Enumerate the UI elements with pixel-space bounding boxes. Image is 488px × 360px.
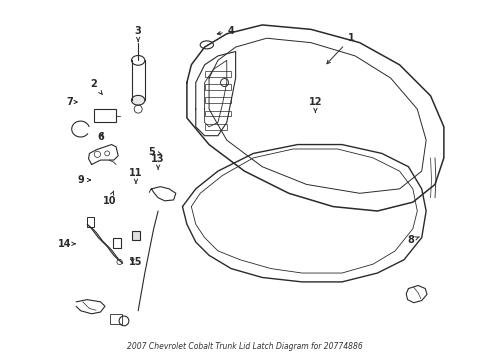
Text: 2: 2 (90, 79, 102, 94)
Bar (131, 230, 140, 240)
Ellipse shape (131, 95, 144, 105)
Text: 7: 7 (66, 97, 77, 107)
Text: 3: 3 (135, 26, 141, 42)
Bar (204, 124, 226, 130)
Text: 13: 13 (151, 154, 164, 169)
Text: 2007 Chevrolet Cobalt Trunk Lid Latch Diagram for 20774886: 2007 Chevrolet Cobalt Trunk Lid Latch Di… (126, 342, 362, 351)
Text: 8: 8 (407, 235, 419, 245)
Text: 6: 6 (97, 132, 103, 143)
Bar (204, 71, 231, 77)
Text: 5: 5 (148, 147, 161, 157)
Bar (113, 238, 121, 248)
Bar (204, 111, 231, 116)
Text: 1: 1 (326, 33, 353, 64)
Text: 9: 9 (77, 175, 90, 185)
Text: 11: 11 (129, 168, 142, 184)
Bar (204, 97, 231, 103)
Bar (94, 109, 116, 122)
Bar (204, 84, 231, 90)
Text: 10: 10 (102, 191, 116, 206)
Bar (110, 314, 122, 324)
Text: 12: 12 (308, 97, 322, 113)
Text: 4: 4 (217, 26, 234, 36)
Text: 15: 15 (129, 257, 142, 266)
Text: 14: 14 (58, 239, 75, 249)
Bar (87, 217, 94, 227)
